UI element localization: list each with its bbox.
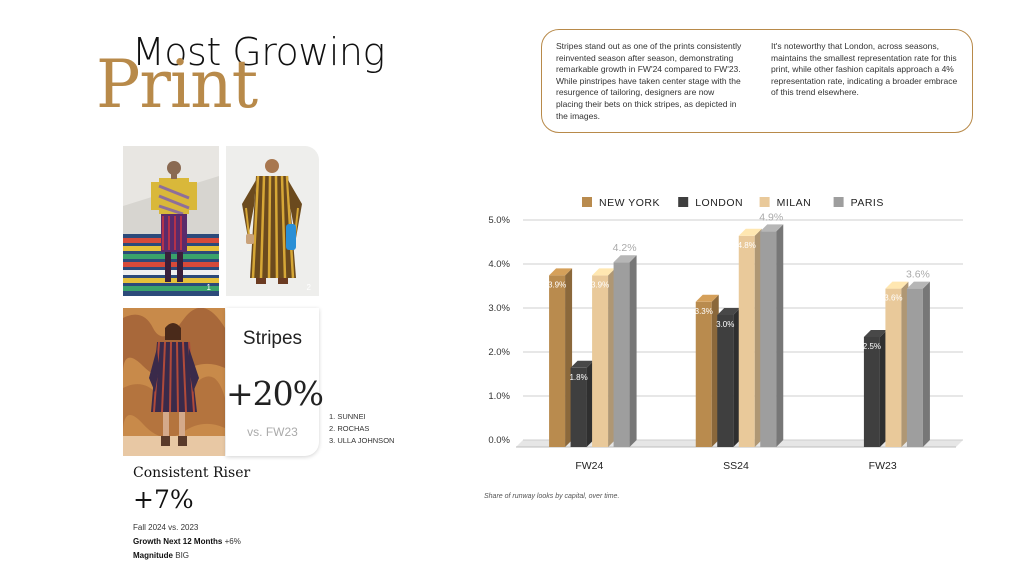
bar-side	[629, 255, 637, 447]
comparison-label: vs. FW23	[247, 425, 298, 439]
bar	[738, 235, 755, 447]
data-label: 3.3%	[695, 307, 713, 316]
magnitude-value: BIG	[175, 551, 190, 560]
bar-top	[570, 360, 594, 368]
data-label: 3.6%	[906, 269, 930, 281]
bar	[592, 275, 609, 447]
bar-side	[776, 224, 784, 447]
bar-top	[863, 330, 887, 337]
title-print: Print	[96, 46, 258, 123]
data-label: 4.9%	[759, 211, 783, 223]
legend-swatch	[678, 197, 689, 207]
bar-top	[613, 255, 637, 263]
data-label: 3.9%	[591, 280, 609, 289]
bar	[863, 337, 880, 447]
legend-swatch	[582, 197, 592, 207]
designer-item: 3. ULLA JOHNSON	[329, 436, 395, 445]
bar-side	[922, 281, 930, 447]
photo-number-1: 1	[206, 283, 211, 292]
growth-percentage: +20%	[226, 374, 324, 413]
legend-swatch	[833, 197, 844, 207]
data-label: 4.2%	[613, 242, 637, 254]
y-tick-label: 5.0%	[488, 215, 510, 226]
title-most-growing: Most Growing	[132, 30, 385, 74]
designer-item: 2. ROCHAS	[329, 424, 370, 433]
bar-side	[754, 228, 762, 447]
magnitude-label: Magnitude	[133, 551, 173, 560]
bar	[549, 275, 566, 447]
bar-side	[565, 268, 573, 447]
stripes-card: Stripes +20% vs. FW23	[226, 308, 324, 456]
x-category-label: FW23	[869, 460, 897, 472]
bar-top	[717, 308, 741, 315]
bar	[906, 288, 923, 447]
photo-number-2: 2	[306, 283, 311, 292]
data-label: 2.5%	[863, 342, 881, 351]
data-label: 3.9%	[548, 280, 566, 289]
y-tick-label: 3.0%	[488, 303, 510, 314]
bar	[885, 288, 902, 447]
data-label: 4.8%	[738, 241, 756, 250]
legend-label: NEW YORK	[599, 197, 660, 209]
x-category-label: FW24	[575, 460, 603, 472]
legend-label: PARIS	[851, 197, 884, 209]
magnitude: Magnitude BIG	[133, 551, 189, 560]
legend-swatch	[759, 197, 770, 207]
y-tick-label: 0.0%	[488, 435, 510, 446]
bar-side	[733, 308, 741, 447]
growth-next-12-months: Growth Next 12 Months +6%	[133, 537, 241, 546]
designer-item: 1. SUNNEI	[329, 412, 366, 421]
bar-side	[901, 281, 909, 447]
bar	[760, 231, 777, 447]
bar-top	[549, 268, 573, 276]
description-col-2: It's noteworthy that London, across seas…	[771, 41, 958, 98]
legend-label: MILAN	[777, 197, 812, 209]
data-label: 3.0%	[716, 320, 734, 329]
bar	[695, 301, 712, 447]
runway-photo-1: 1	[123, 146, 219, 296]
bar-top	[906, 281, 930, 289]
runway-photo-2: 2	[226, 146, 319, 296]
y-tick-label: 4.0%	[488, 259, 510, 270]
x-category-label: SS24	[723, 460, 749, 472]
y-tick-label: 2.0%	[488, 347, 510, 358]
bar-side	[608, 268, 616, 447]
bar-side	[879, 330, 887, 447]
data-label: 3.6%	[884, 294, 902, 303]
bar-side	[586, 360, 594, 447]
riser-title: Consistent Riser	[133, 465, 251, 481]
description-box: Stripes stand out as one of the prints c…	[541, 29, 973, 133]
bar-top	[738, 228, 762, 236]
data-label: 1.8%	[569, 373, 587, 382]
print-name: Stripes	[242, 328, 303, 349]
bar-chart: 0.0% 1.0% 2.0% 3.0% 4.0% 5.0% NEW YORK LONDON MI…	[488, 197, 963, 472]
bar	[613, 262, 630, 447]
designer-list: 1. SUNNEI 2. ROCHAS 3. ULLA JOHNSON	[329, 411, 394, 447]
bar-top	[592, 268, 616, 276]
chart-caption: Share of runway looks by capital, over t…	[484, 493, 620, 500]
y-tick-label: 1.0%	[488, 391, 510, 402]
bar	[570, 367, 587, 447]
runway-photo-3	[123, 308, 225, 456]
riser-percentage: +7%	[133, 485, 194, 514]
bar-top	[760, 224, 784, 232]
bar-top	[885, 281, 909, 289]
legend-label: LONDON	[695, 197, 743, 209]
riser-period: Fall 2024 vs. 2023	[133, 523, 199, 532]
bar-side	[711, 294, 719, 447]
bar	[717, 315, 734, 447]
growth-label: Growth Next 12 Months	[133, 537, 223, 546]
growth-value: +6%	[224, 537, 241, 546]
description-col-1: Stripes stand out as one of the prints c…	[556, 41, 742, 121]
bar-top	[695, 294, 719, 302]
